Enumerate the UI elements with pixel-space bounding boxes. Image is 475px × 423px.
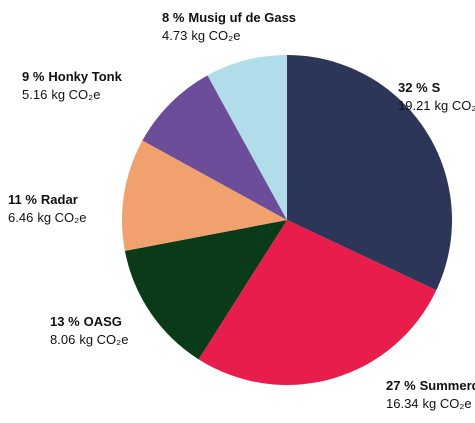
emission-unit: kg CO₂e (435, 98, 475, 113)
emission-value: 5.16 (22, 87, 47, 102)
slice-percent: 27 % (386, 378, 416, 393)
slice-percent: 9 % (22, 69, 45, 84)
slice-percent: 13 % (50, 314, 80, 329)
emission-unit: kg CO₂e (37, 210, 86, 225)
slice-emission: 16.34 kg CO₂e (386, 396, 472, 411)
emission-unit: kg CO₂e (79, 332, 128, 347)
slice-percent: 11 % (8, 192, 37, 207)
pie-slice (207, 55, 287, 220)
slice-emission: 19.21 kg CO₂e (398, 98, 475, 113)
slice-label: 8 % Musig uf de Gass (162, 10, 296, 25)
slice-name: Radar (41, 192, 78, 207)
slice-name: S (432, 80, 441, 95)
emission-unit: kg CO₂e (51, 87, 100, 102)
emission-value: 16.34 (386, 396, 419, 411)
slice-label: 27 % Summerdays (386, 378, 475, 393)
pie-slice (122, 140, 287, 251)
slice-label: 32 % S (398, 80, 441, 95)
slice-percent: 32 % (398, 80, 428, 95)
emission-unit: kg CO₂e (423, 396, 472, 411)
slice-percent: 8 % (162, 10, 185, 25)
emission-value: 6.46 (8, 210, 33, 225)
slice-emission: 5.16 kg CO₂e (22, 87, 100, 102)
emission-value: 8.06 (50, 332, 75, 347)
slice-emission: 4.73 kg CO₂e (162, 28, 240, 43)
slice-emission: 6.46 kg CO₂e (8, 210, 86, 225)
slice-label: 9 % Honky Tonk (22, 69, 123, 84)
emission-unit: kg CO₂e (191, 28, 240, 43)
emission-value: 19.21 (398, 98, 431, 113)
pie-slice (198, 220, 437, 385)
slice-emission: 8.06 kg CO₂e (50, 332, 128, 347)
slice-name: OASG (84, 314, 122, 329)
pie-slice (142, 75, 287, 221)
pie-slice (124, 220, 287, 360)
slice-name: Honky Tonk (48, 69, 122, 84)
emission-value: 4.73 (162, 28, 187, 43)
slice-label: 11 % Radar (8, 192, 78, 207)
slice-name: Summerdays (420, 378, 475, 393)
slice-name: Musig uf de Gass (188, 10, 296, 25)
slice-label: 13 % OASG (50, 314, 122, 329)
pie-slice (287, 55, 452, 291)
